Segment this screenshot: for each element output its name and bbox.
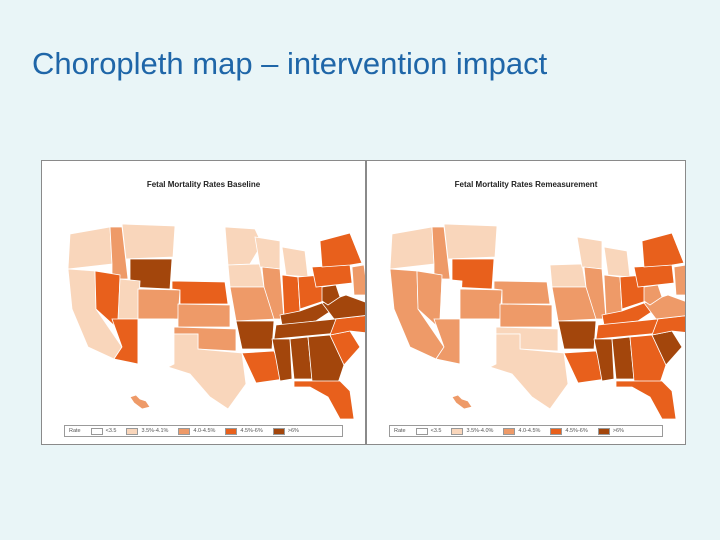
region-kansas [177,303,231,328]
baseline-map-legend: Rate <3.5 3.5%-4.1% 4.0-4.5% 4.5%-6% >6% [64,425,343,437]
region-michigan [603,246,631,278]
region-wyoming [451,258,495,290]
legend-swatch [90,427,103,435]
legend-swatch [178,427,191,435]
legend-label: Rate [69,428,81,434]
region-midatlantic [673,264,685,296]
region-arkansas [557,320,597,350]
region-newyork [641,232,685,268]
region-hawaii [129,394,151,410]
legend-bin-label: 4.5%-6% [240,428,263,434]
region-newmexico [459,318,497,365]
legend-item: 4.0-4.5% [178,427,216,435]
region-mississippi [593,338,615,382]
region-northwest [67,226,113,270]
legend-bin-label: 4.0-4.5% [518,428,541,434]
legend-item: <3.5 [415,427,442,435]
region-newyork [319,232,363,268]
region-newengland [349,208,365,264]
baseline-map [59,208,365,420]
legend-swatch [415,427,428,435]
region-florida [293,380,355,420]
region-pennsylvania [311,264,353,288]
region-montana [121,223,176,260]
legend-swatch [126,427,139,435]
region-hawaii [451,394,473,410]
region-dakotas [173,225,226,282]
region-michigan [281,246,309,278]
region-northcarolina [651,315,685,336]
region-midatlantic [351,264,365,296]
legend-item: 3.5%-4.1% [126,427,169,435]
region-newmexico [137,318,175,365]
legend-bin-label: >6% [287,428,299,434]
region-wyoming [129,258,173,290]
legend-item: 4.5%-6% [225,427,263,435]
region-montana [443,223,498,260]
region-kansas [499,303,553,328]
region-iowa [549,263,587,288]
legend-item: 4.5%-6% [550,427,588,435]
legend-item: >6% [272,427,299,435]
region-pennsylvania [633,264,675,288]
legend-swatch [550,427,563,435]
legend-swatch [225,427,238,435]
legend-bin-label: <3.5 [430,428,442,434]
legend-bin-label: >6% [612,428,624,434]
legend-item: >6% [597,427,624,435]
region-minnesota [224,226,263,266]
region-arizona [111,318,139,365]
legend-swatch [503,427,516,435]
remeasurement-map [381,208,685,420]
legend-swatch [451,427,464,435]
region-iowa [227,263,265,288]
legend-item: 4.0-4.5% [503,427,541,435]
legend-item: 3.5%-4.0% [451,427,494,435]
legend-bin-label: 4.0-4.5% [193,428,216,434]
region-colorado [459,288,503,320]
region-minnesota [546,226,585,266]
region-texas [488,333,569,410]
region-georgia [307,334,345,384]
region-northwest [389,226,435,270]
region-illinois [583,266,607,320]
region-arizona [433,318,461,365]
region-alaska [59,368,99,406]
legend-item: <3.5 [90,427,117,435]
region-colorado [137,288,181,320]
region-newengland [671,208,685,264]
region-indiana [281,274,301,316]
region-indiana [603,274,623,316]
remeasurement-map-panel: Fetal Mortality Rates Remeasurement Rate… [366,160,686,445]
legend-bin-label: 3.5%-4.1% [141,428,169,434]
baseline-map-panel: Fetal Mortality Rates Baseline Rate <3.5… [41,160,366,445]
region-utah [439,278,463,320]
region-nebraska [493,280,551,305]
region-arkansas [235,320,275,350]
region-utah [117,278,141,320]
legend-swatch [597,427,610,435]
region-mississippi [271,338,293,382]
region-illinois [261,266,285,320]
region-alaska [381,368,421,406]
legend-bin-label: 4.5%-6% [565,428,588,434]
region-texas [166,333,247,410]
legend-bin-label: 3.5%-4.0% [466,428,494,434]
region-nebraska [171,280,229,305]
legend-swatch [272,427,285,435]
legend-label: Rate [394,428,406,434]
region-georgia [629,334,667,384]
region-dakotas [495,225,548,282]
remeasurement-map-title: Fetal Mortality Rates Remeasurement [454,180,598,189]
slide-title: Choropleth map – intervention impact [32,46,548,81]
region-florida [615,380,677,420]
baseline-map-title: Fetal Mortality Rates Baseline [146,180,261,189]
remeasurement-map-legend: Rate <3.5 3.5%-4.0% 4.0-4.5% 4.5%-6% >6% [389,425,663,437]
legend-bin-label: <3.5 [105,428,117,434]
